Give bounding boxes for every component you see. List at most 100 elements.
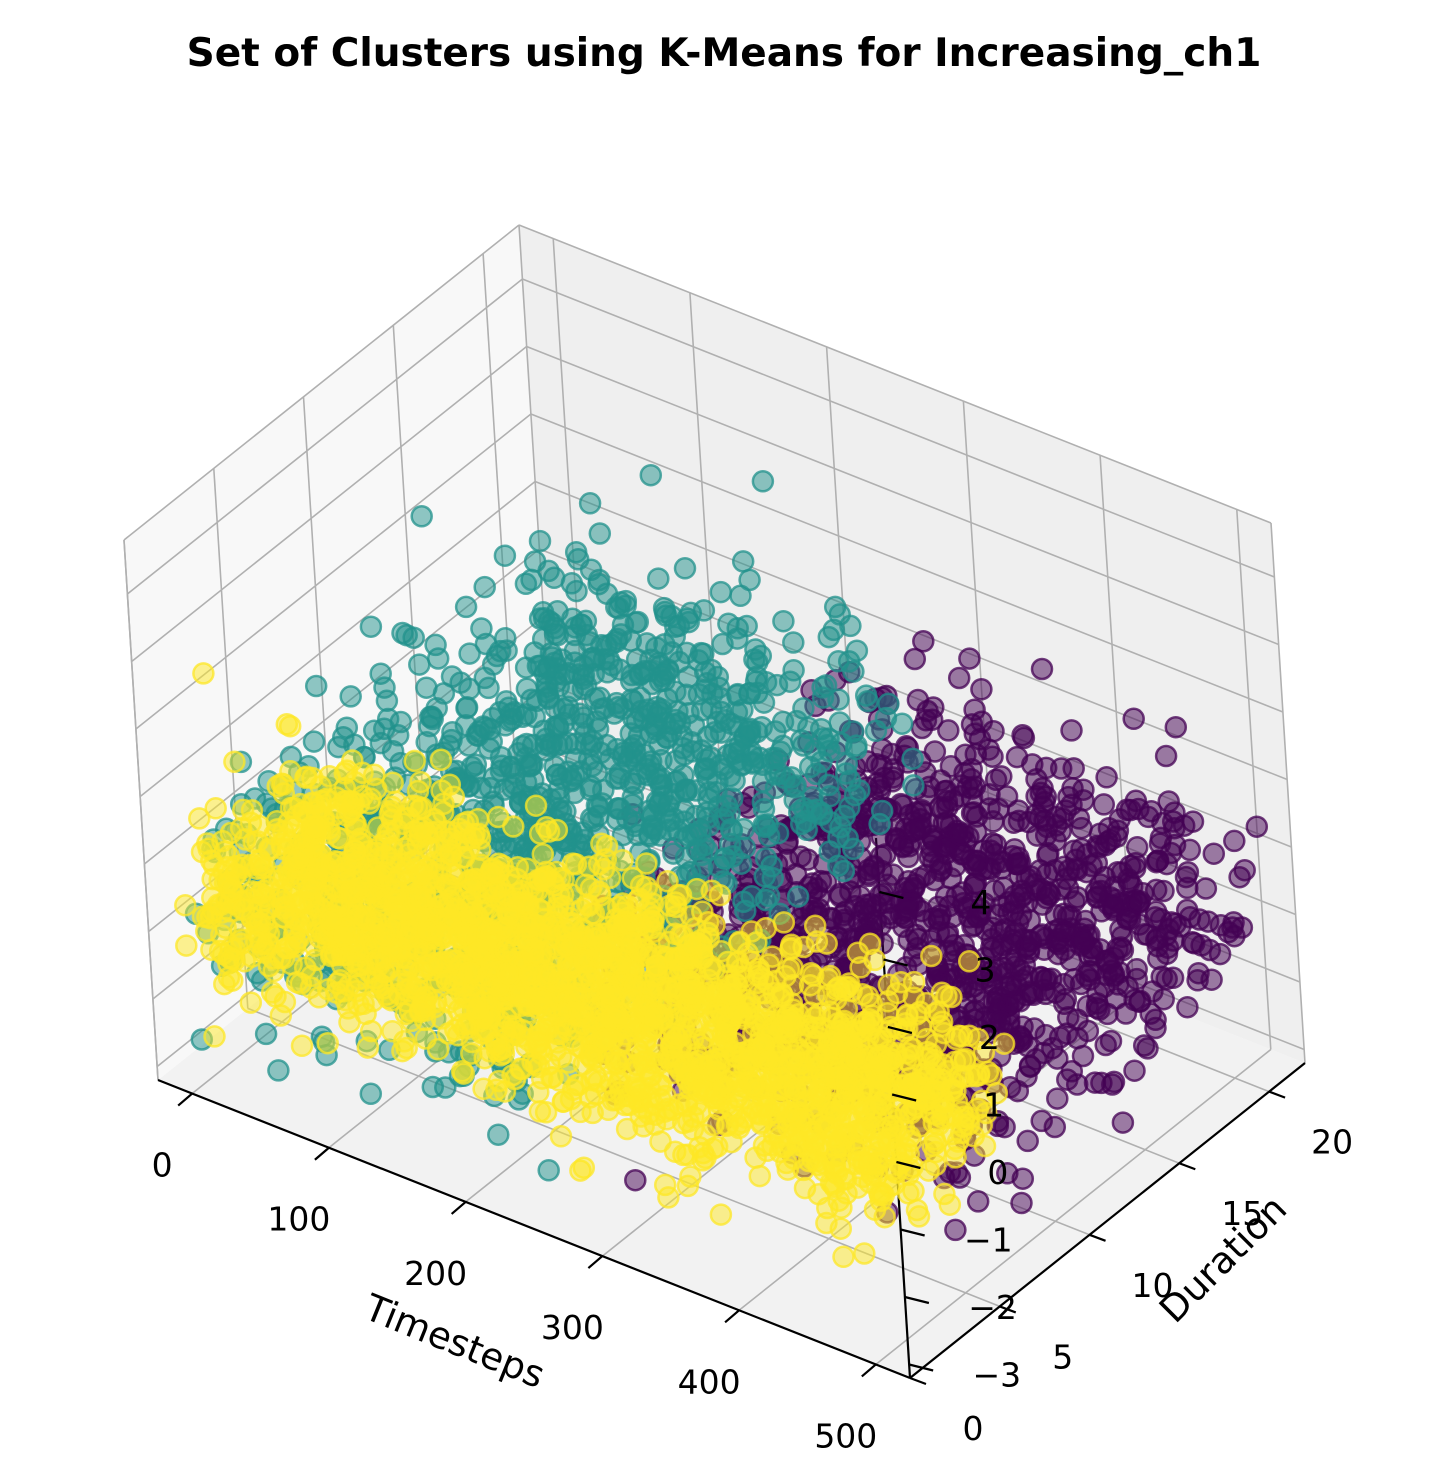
data-point	[523, 550, 547, 573]
data-point	[1202, 842, 1226, 865]
data-point	[267, 1059, 290, 1082]
data-point	[1054, 987, 1078, 1011]
data-point	[269, 946, 292, 970]
data-point	[707, 795, 730, 818]
data-point	[1105, 987, 1128, 1010]
data-point	[938, 1193, 962, 1216]
data-point	[1111, 1111, 1135, 1134]
data-point	[751, 470, 775, 493]
data-point	[902, 970, 926, 994]
data-point	[302, 730, 326, 753]
data-point	[976, 1060, 1000, 1084]
data-point	[577, 964, 601, 987]
data-point	[1030, 657, 1054, 681]
data-point	[549, 1125, 573, 1148]
x-grid-line	[1236, 509, 1272, 1050]
data-point	[375, 689, 399, 713]
data-point	[803, 914, 827, 938]
z-grid-line	[131, 345, 528, 663]
data-point	[1144, 1008, 1167, 1032]
data-point	[219, 878, 243, 902]
data-point	[516, 916, 540, 939]
data-point	[764, 763, 787, 786]
data-point	[676, 1143, 699, 1167]
data-point	[538, 1004, 561, 1027]
data-point	[903, 647, 927, 671]
data-point	[1123, 1059, 1146, 1082]
data-point	[666, 883, 690, 907]
data-point	[564, 540, 588, 564]
data-point	[415, 676, 438, 699]
data-point	[316, 1031, 339, 1055]
data-point	[896, 897, 920, 920]
data-point	[744, 1146, 767, 1169]
data-point	[458, 677, 481, 701]
data-point	[711, 632, 734, 656]
z-grid-line	[522, 278, 1275, 578]
data-point	[768, 1066, 792, 1090]
data-point	[175, 934, 198, 957]
data-point	[756, 813, 779, 836]
data-point	[917, 1159, 940, 1182]
data-point	[873, 1205, 896, 1229]
data-point	[916, 699, 939, 723]
data-point	[373, 923, 396, 947]
data-point	[853, 1242, 876, 1265]
data-point	[570, 898, 593, 921]
data-point	[863, 948, 886, 972]
data-point	[257, 875, 281, 899]
data-point	[221, 969, 244, 992]
data-point	[647, 567, 670, 590]
data-point	[523, 705, 546, 729]
data-point	[239, 991, 263, 1014]
data-point	[662, 842, 685, 865]
data-point	[203, 1025, 226, 1048]
data-point	[869, 884, 892, 907]
data-point	[691, 900, 714, 923]
data-point	[639, 881, 663, 905]
data-point	[692, 1027, 715, 1050]
data-point	[453, 1017, 477, 1040]
data-point	[493, 544, 517, 567]
data-point	[1157, 790, 1180, 813]
data-point	[810, 803, 833, 826]
data-point	[438, 773, 462, 796]
data-point	[454, 922, 477, 946]
data-point	[407, 817, 431, 841]
data-point	[818, 785, 842, 808]
data-point	[864, 719, 888, 743]
data-point	[232, 898, 256, 921]
data-point	[641, 1004, 665, 1028]
data-point	[857, 1152, 880, 1175]
data-point	[230, 853, 254, 876]
data-point	[1053, 938, 1077, 962]
data-point	[290, 1034, 314, 1058]
data-point	[679, 1165, 702, 1188]
data-point	[1074, 909, 1097, 933]
data-point	[709, 580, 733, 604]
data-point	[546, 897, 569, 920]
data-point	[408, 653, 431, 676]
data-point	[1088, 822, 1112, 846]
data-point	[815, 932, 838, 955]
data-point	[434, 1076, 457, 1099]
data-point	[928, 859, 952, 883]
pane-edge	[123, 224, 520, 541]
data-point	[708, 883, 732, 907]
data-point	[393, 837, 417, 860]
data-point	[1145, 850, 1168, 874]
data-point	[673, 557, 697, 580]
data-point	[910, 798, 934, 822]
data-point	[499, 755, 522, 778]
data-point	[487, 1069, 511, 1093]
data-point	[983, 879, 1006, 902]
data-point	[309, 795, 333, 819]
data-point	[410, 505, 433, 528]
data-point	[966, 1190, 990, 1213]
data-point	[559, 1087, 583, 1111]
data-point	[697, 814, 721, 837]
data-point	[426, 885, 449, 909]
data-point	[639, 648, 662, 672]
data-point	[1037, 882, 1060, 906]
